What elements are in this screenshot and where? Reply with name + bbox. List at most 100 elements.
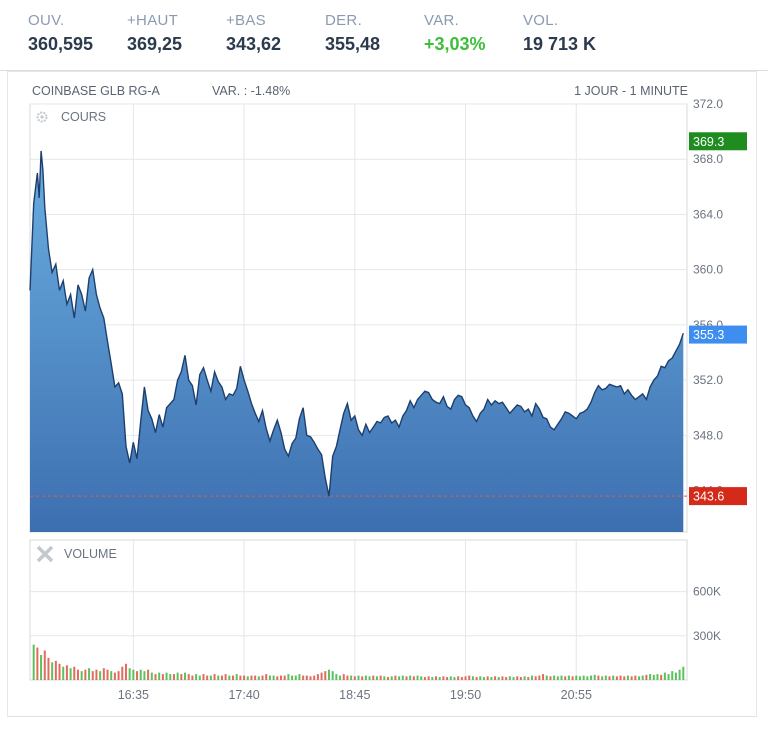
volume-bar	[158, 672, 161, 680]
volume-bar	[575, 675, 578, 680]
volume-bar	[106, 669, 109, 680]
gear-icon	[36, 111, 48, 123]
gear-icon-ring	[36, 111, 48, 123]
time-tick-label: 16:35	[118, 688, 149, 702]
volume-bar	[198, 675, 201, 680]
volume-bar	[121, 666, 124, 680]
stat-value: +3,03%	[424, 34, 486, 54]
volume-bar	[530, 675, 533, 680]
volume-bar	[626, 675, 629, 680]
volume-bar	[619, 675, 622, 680]
volume-bar	[235, 674, 238, 680]
volume-panel-label: VOLUME	[64, 547, 117, 561]
volume-bar	[523, 676, 526, 680]
volume-bar	[276, 676, 279, 680]
volume-bar	[390, 676, 393, 680]
volume-bar	[287, 674, 290, 680]
volume-bars	[32, 644, 685, 680]
volume-bar	[132, 669, 135, 680]
chart-frame	[7, 71, 757, 717]
volume-bar	[80, 671, 83, 680]
time-tick-label: 19:50	[450, 688, 481, 702]
volume-bar	[172, 674, 175, 680]
close-icon	[36, 545, 54, 563]
volume-bar	[331, 671, 334, 680]
volume-bar	[327, 669, 330, 680]
volume-bar	[309, 676, 312, 680]
volume-bar	[305, 675, 308, 680]
volume-bar	[335, 674, 338, 680]
volume-bar	[228, 675, 231, 680]
volume-bar	[58, 663, 61, 680]
volume-bar	[549, 676, 552, 680]
volume-bar	[191, 675, 194, 680]
volume-bar	[302, 675, 305, 680]
volume-bar	[682, 666, 685, 680]
volume-bar	[261, 675, 264, 680]
volume-bar	[139, 669, 142, 680]
volume-bar	[615, 676, 618, 680]
high-marker-bg	[689, 132, 747, 151]
volume-bar	[195, 674, 198, 680]
volume-bar	[435, 676, 438, 680]
volume-bar	[294, 675, 297, 680]
volume-bar	[671, 671, 674, 680]
volume-bar	[136, 671, 139, 680]
stat-value: 343,62	[226, 34, 282, 54]
volume-bar	[239, 675, 242, 680]
volume-bar	[464, 676, 467, 680]
volume-bar	[634, 675, 637, 680]
volume-bar	[420, 676, 423, 680]
volume-bar	[32, 644, 35, 680]
volume-bar	[475, 677, 478, 680]
volume-bar	[553, 675, 556, 680]
volume-bar	[346, 675, 349, 680]
chart-labels: 369.3 355.3 343.6 COURS VOLUME	[36, 110, 747, 563]
volume-bar	[449, 676, 452, 680]
stat-value: 369,25	[127, 34, 183, 54]
volume-bar	[224, 674, 227, 680]
volume-bar	[379, 675, 382, 680]
volume-bar	[412, 676, 415, 680]
volume-bar	[51, 662, 54, 680]
stat-label: OUV.	[28, 12, 65, 29]
volume-tick-label: 300K	[693, 629, 721, 643]
volume-bar	[482, 677, 485, 680]
volume-bar	[641, 675, 644, 680]
volume-bar	[601, 676, 604, 680]
volume-bar	[357, 675, 360, 680]
price-tick-label: 352.0	[693, 373, 723, 387]
volume-bar	[113, 672, 116, 680]
close-icon-stroke	[36, 545, 54, 563]
volume-bar	[457, 676, 460, 680]
volume-bar	[43, 650, 46, 680]
volume-bar	[446, 677, 449, 680]
volume-bar	[593, 674, 596, 680]
volume-bar	[534, 676, 537, 680]
chart-period[interactable]: 1 JOUR - 1 MINUTE	[574, 84, 688, 98]
volume-bar	[232, 675, 235, 680]
volume-bar	[590, 675, 593, 680]
volume-bar	[505, 677, 508, 680]
stat-label: VOL.	[523, 12, 559, 29]
stat-label: VAR.	[424, 12, 460, 29]
volume-bar	[91, 671, 94, 680]
volume-bar	[143, 671, 146, 680]
volume-bar	[150, 672, 153, 680]
volume-bar	[667, 674, 670, 680]
volume-bar	[361, 676, 364, 680]
volume-bar	[316, 674, 319, 680]
volume-bar	[324, 671, 327, 680]
volume-bar	[184, 672, 187, 680]
volume-bar	[423, 677, 426, 680]
volume-tick-label: 600K	[693, 585, 721, 599]
volume-bar	[438, 677, 441, 680]
volume-bar	[95, 669, 98, 680]
volume-bar	[471, 676, 474, 680]
volume-bar	[538, 675, 541, 680]
price-tick-label: 372.0	[693, 97, 723, 111]
volume-bar	[560, 675, 563, 680]
volume-bar	[442, 676, 445, 680]
time-tick-label: 20:55	[561, 688, 592, 702]
